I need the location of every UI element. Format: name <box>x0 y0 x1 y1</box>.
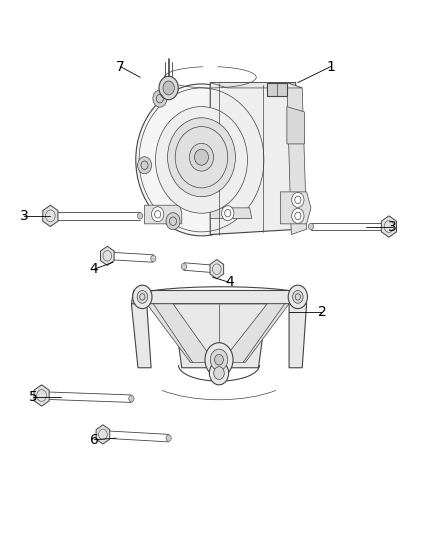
Circle shape <box>209 361 229 385</box>
Circle shape <box>292 208 304 223</box>
Circle shape <box>152 207 164 222</box>
Circle shape <box>293 290 303 303</box>
Polygon shape <box>210 260 224 279</box>
Circle shape <box>292 192 304 207</box>
Polygon shape <box>210 83 302 88</box>
Text: 1: 1 <box>326 60 335 74</box>
Ellipse shape <box>194 149 208 165</box>
Polygon shape <box>131 290 307 304</box>
Ellipse shape <box>168 118 236 197</box>
Text: 4: 4 <box>226 276 234 289</box>
Circle shape <box>205 343 233 377</box>
Polygon shape <box>221 304 289 362</box>
Polygon shape <box>131 304 151 368</box>
Ellipse shape <box>136 84 267 236</box>
Text: 4: 4 <box>90 262 99 276</box>
Circle shape <box>308 223 314 230</box>
Polygon shape <box>287 107 304 144</box>
Text: 2: 2 <box>318 305 326 319</box>
Text: 6: 6 <box>90 433 99 447</box>
Polygon shape <box>147 304 215 362</box>
Circle shape <box>138 157 152 174</box>
Polygon shape <box>210 83 300 235</box>
Polygon shape <box>289 304 307 368</box>
Circle shape <box>181 263 187 270</box>
Circle shape <box>288 285 307 309</box>
Circle shape <box>214 367 224 379</box>
Circle shape <box>222 206 234 221</box>
Circle shape <box>138 213 143 219</box>
Circle shape <box>163 81 174 95</box>
Circle shape <box>133 285 152 309</box>
Polygon shape <box>34 385 49 406</box>
Circle shape <box>210 349 228 370</box>
Polygon shape <box>280 192 311 224</box>
Circle shape <box>159 76 178 100</box>
Polygon shape <box>381 216 396 237</box>
Circle shape <box>166 213 180 230</box>
Circle shape <box>153 90 167 107</box>
Polygon shape <box>100 246 114 265</box>
Ellipse shape <box>190 143 214 171</box>
Text: 3: 3 <box>20 209 28 223</box>
Circle shape <box>151 255 156 262</box>
Polygon shape <box>267 83 287 96</box>
Text: 7: 7 <box>116 60 125 74</box>
Circle shape <box>166 435 171 441</box>
Circle shape <box>215 354 223 365</box>
Text: 5: 5 <box>28 390 37 404</box>
Text: 3: 3 <box>388 220 396 233</box>
Ellipse shape <box>155 107 247 213</box>
Polygon shape <box>173 304 267 368</box>
Polygon shape <box>145 205 182 224</box>
Polygon shape <box>287 83 307 235</box>
Polygon shape <box>210 208 252 219</box>
Circle shape <box>129 395 134 402</box>
Circle shape <box>137 290 148 303</box>
Polygon shape <box>43 205 58 227</box>
Polygon shape <box>96 425 110 444</box>
